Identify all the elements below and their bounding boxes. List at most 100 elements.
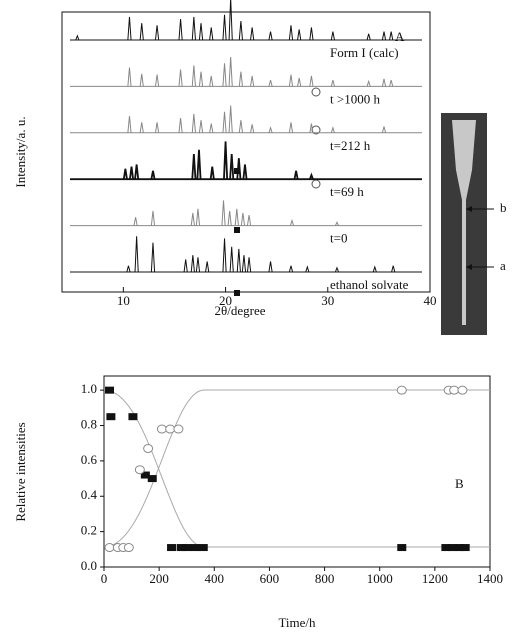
peak: [289, 218, 295, 226]
x-tick-label: 0: [101, 571, 108, 586]
peak: [209, 75, 214, 87]
peak: [154, 74, 160, 87]
arrow-head: [466, 264, 472, 270]
peak: [229, 246, 234, 273]
y-tick-label: 0.6: [81, 452, 98, 467]
peak: [238, 120, 243, 133]
arrow-head: [466, 206, 472, 212]
peak: [127, 67, 132, 87]
square-point: [182, 544, 192, 552]
x-tick-label: 600: [260, 571, 280, 586]
square-point: [448, 544, 458, 552]
peak: [240, 212, 246, 226]
peak: [293, 170, 299, 180]
x-tick-label: 400: [205, 571, 225, 586]
x-tick-label: 1000: [367, 571, 393, 586]
peak: [196, 149, 202, 180]
peak: [139, 73, 144, 87]
y-tick-label: 0.4: [81, 487, 98, 502]
photo-label: a: [500, 258, 506, 273]
peak: [305, 265, 310, 273]
peak: [309, 75, 314, 87]
peak: [75, 34, 80, 41]
square-point: [397, 544, 407, 552]
square-point: [198, 544, 208, 552]
peak: [288, 122, 294, 133]
peak: [227, 210, 232, 226]
peak: [178, 118, 183, 133]
square-point: [128, 413, 138, 421]
peak: [330, 126, 335, 133]
peak: [198, 71, 204, 87]
peak: [127, 115, 132, 133]
peak: [127, 16, 132, 41]
x-axis-label: Time/h: [278, 615, 316, 630]
trace-label: t >1000 h: [330, 91, 380, 106]
x-tick-label: 1200: [422, 571, 448, 586]
peak: [389, 79, 394, 87]
peak: [241, 255, 247, 273]
y-axis-label: Intensity/a. u.: [13, 116, 28, 187]
circle-point: [173, 424, 184, 434]
peak: [288, 74, 294, 87]
square-symbols: [234, 168, 240, 296]
x-tick-label: 800: [315, 571, 335, 586]
circle-symbol: [311, 125, 321, 135]
circle-symbol: [311, 179, 321, 189]
peak: [222, 111, 227, 133]
peak: [154, 25, 160, 41]
peak: [288, 265, 294, 273]
square-point: [140, 471, 150, 479]
circle-point: [156, 424, 167, 434]
peak: [209, 27, 214, 41]
peak: [222, 238, 227, 273]
peak: [308, 172, 314, 180]
peak: [228, 105, 233, 133]
y-tick-label: 1.0: [81, 381, 97, 396]
y-tick-label: 0.0: [81, 558, 97, 573]
peak: [133, 217, 138, 226]
trace-symbols: [311, 87, 321, 189]
peak: [250, 27, 255, 41]
peak: [190, 255, 195, 273]
x-axis-label: 2θ/degree: [215, 303, 266, 318]
square-point: [167, 544, 177, 552]
peak: [198, 23, 204, 41]
square-symbol: [234, 227, 240, 233]
square-point: [147, 475, 157, 483]
peak: [150, 242, 156, 273]
photo-tube: [452, 120, 476, 325]
x-tick-label: 200: [149, 571, 169, 586]
peak: [183, 259, 188, 273]
panel-a-frame: [61, 11, 431, 293]
peak: [139, 23, 144, 41]
peak: [190, 212, 195, 226]
peak: [223, 141, 229, 180]
square-point: [190, 544, 200, 552]
x-tick-label: 30: [321, 293, 334, 308]
peak: [366, 79, 371, 87]
peak: [238, 21, 243, 41]
trace-label: ethanol solvate: [330, 277, 409, 292]
peak: [134, 236, 139, 273]
peak: [126, 265, 131, 273]
peak: [221, 200, 226, 226]
peak: [330, 31, 335, 41]
peak: [205, 261, 210, 273]
peak: [334, 266, 340, 273]
peak: [195, 208, 201, 226]
peak: [150, 210, 156, 226]
peak: [391, 265, 396, 273]
peak: [222, 14, 227, 41]
peak: [134, 164, 140, 180]
square-point: [106, 413, 116, 421]
circle-point: [123, 543, 134, 553]
peak: [209, 123, 214, 133]
square-point: [176, 544, 186, 552]
x-tick-label: 40: [424, 293, 437, 308]
peak: [309, 27, 314, 41]
peak: [209, 166, 215, 180]
peak: [389, 31, 394, 41]
peak: [229, 153, 235, 180]
peak: [246, 257, 252, 273]
